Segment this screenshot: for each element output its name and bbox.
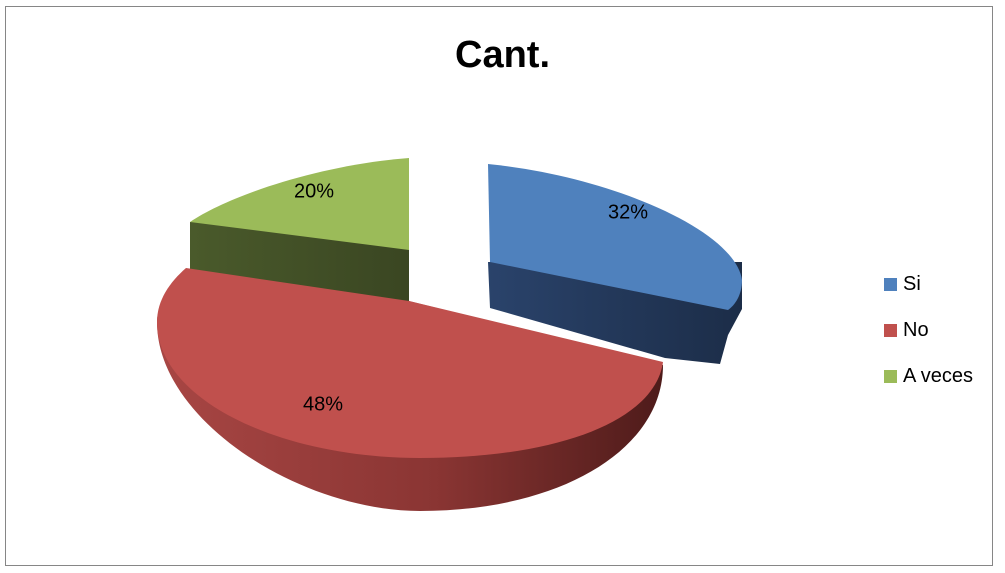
legend-label-a-veces: A veces bbox=[903, 364, 974, 387]
slice-si[interactable] bbox=[488, 164, 742, 310]
legend-swatch-a-veces bbox=[884, 369, 897, 383]
slice-no[interactable] bbox=[157, 268, 663, 458]
chart-title: Cant. bbox=[455, 34, 550, 76]
data-label-a-veces: 20% bbox=[294, 180, 334, 202]
legend-swatch-no bbox=[884, 323, 897, 337]
slice-a-veces[interactable] bbox=[190, 158, 409, 250]
legend-item-si: Si bbox=[884, 272, 973, 296]
legend: Si No A veces bbox=[884, 272, 973, 388]
legend-item-no: No bbox=[884, 318, 973, 342]
data-label-si: 32% bbox=[608, 201, 648, 223]
data-label-no: 48% bbox=[303, 393, 343, 415]
legend-swatch-si bbox=[884, 277, 897, 291]
legend-label-no: No bbox=[903, 318, 929, 341]
legend-item-a-veces: A veces bbox=[884, 364, 973, 388]
legend-label-si: Si bbox=[903, 272, 921, 295]
